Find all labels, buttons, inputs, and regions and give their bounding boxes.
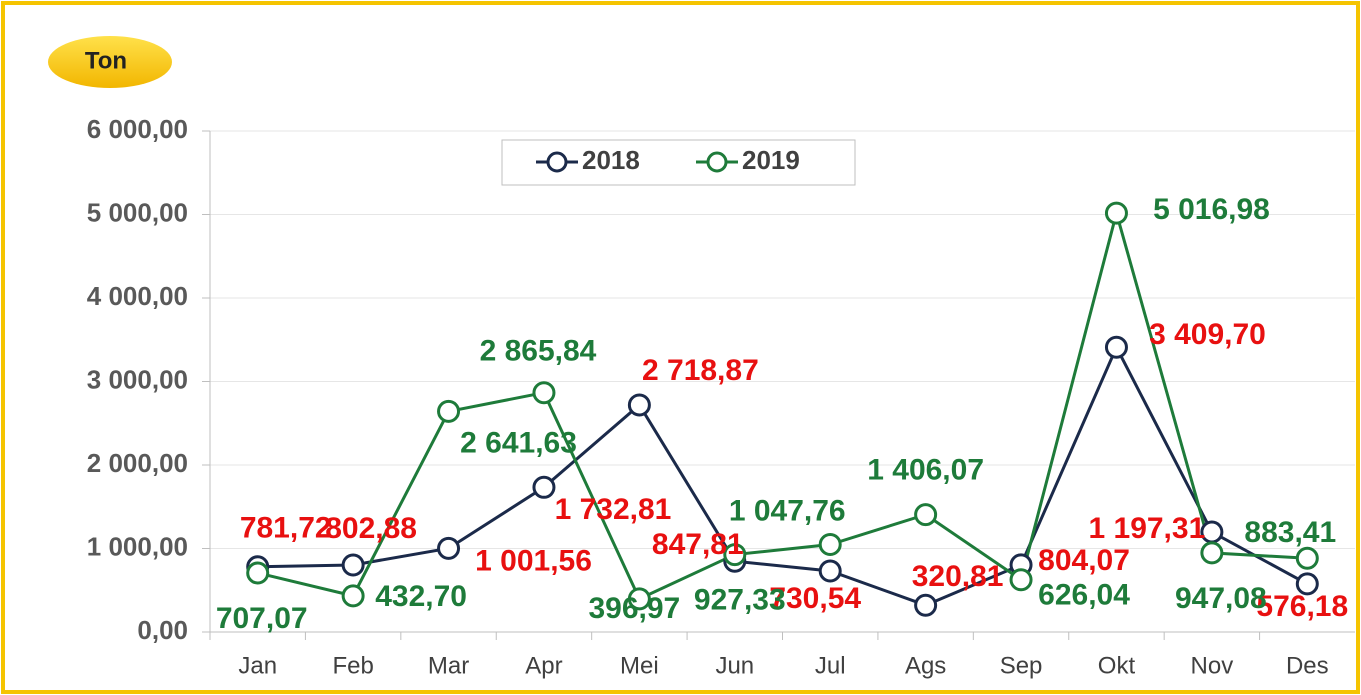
x-tick-label: Feb: [332, 652, 373, 679]
data-label: 781,72: [240, 512, 332, 545]
legend-label: 2019: [742, 145, 800, 175]
data-label: 947,08: [1175, 582, 1267, 615]
legend-label: 2018: [582, 145, 640, 175]
point: [627, 393, 651, 417]
x-tick-label: Nov: [1191, 652, 1234, 679]
y-axis-label: Ton: [85, 47, 127, 74]
x-tick-label: Okt: [1098, 652, 1136, 679]
data-label: 1 047,76: [729, 494, 846, 527]
data-label: 1 197,31: [1088, 512, 1205, 545]
data-label: 847,81: [652, 528, 744, 561]
y-tick-label: 4 000,00: [87, 281, 188, 311]
point: [818, 533, 842, 557]
point: [1295, 572, 1319, 596]
data-label: 883,41: [1244, 516, 1336, 549]
point: [627, 587, 651, 611]
data-label: 804,07: [1038, 544, 1130, 577]
series-line: [257, 343, 1309, 607]
point: [1104, 335, 1128, 359]
data-label: 2 718,87: [642, 354, 759, 387]
y-tick-label: 1 000,00: [87, 531, 188, 561]
data-label: 626,04: [1038, 579, 1130, 612]
data-label: 1 406,07: [867, 454, 984, 487]
x-tick-label: Des: [1286, 652, 1329, 679]
point: [1009, 568, 1033, 592]
data-label: 1 001,56: [475, 544, 592, 577]
data-label: 1 732,81: [555, 493, 672, 526]
point: [437, 536, 461, 560]
x-tick-label: Sep: [1000, 652, 1043, 679]
x-tick-label: Mei: [620, 652, 659, 679]
point: [1104, 201, 1128, 225]
data-label: 2 865,84: [480, 335, 597, 368]
point: [1200, 541, 1224, 565]
x-tick-label: Jan: [238, 652, 277, 679]
data-label: 320,81: [912, 560, 1004, 593]
point: [1295, 546, 1319, 570]
x-tick-label: Apr: [525, 652, 562, 679]
point: [723, 543, 747, 567]
legend-marker: [546, 151, 568, 173]
point: [437, 399, 461, 423]
series-line: [257, 207, 1308, 601]
data-label: 707,07: [216, 602, 308, 635]
point: [914, 503, 938, 527]
point: [341, 584, 365, 608]
data-label: 927,33: [694, 583, 786, 616]
x-tick-label: Mar: [428, 652, 469, 679]
y-tick-label: 3 000,00: [87, 364, 188, 394]
data-label: 432,70: [375, 580, 467, 613]
point: [532, 475, 556, 499]
point: [914, 593, 938, 617]
x-tick-label: Jul: [815, 652, 846, 679]
data-label: 576,18: [1256, 590, 1348, 623]
unit-badge: [48, 36, 172, 88]
data-label: 5 016,98: [1153, 193, 1270, 226]
x-tick-label: Ags: [905, 652, 946, 679]
data-label: 802,88: [325, 512, 417, 545]
data-label: 730,54: [769, 582, 861, 615]
y-tick-label: 0,00: [137, 615, 188, 645]
data-label: 3 409,70: [1149, 318, 1266, 351]
x-tick-label: Jun: [715, 652, 754, 679]
point: [246, 561, 270, 585]
y-tick-label: 6 000,00: [87, 114, 188, 144]
y-tick-label: 5 000,00: [87, 197, 188, 227]
point: [532, 381, 556, 405]
y-tick-label: 2 000,00: [87, 448, 188, 478]
data-label: 2 641,63: [460, 426, 577, 459]
legend-marker: [706, 151, 728, 173]
data-label: 396,97: [588, 592, 680, 625]
point: [341, 553, 365, 577]
point: [818, 559, 842, 583]
